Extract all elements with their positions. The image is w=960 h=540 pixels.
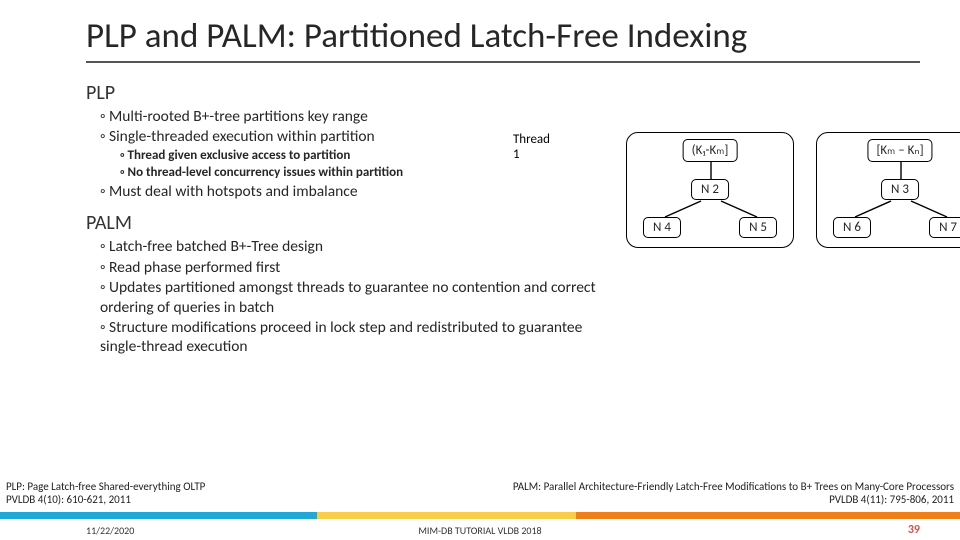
tree-cluster-2: [Kₘ – Kₙ] N 3 N 6 N 7 [816, 132, 960, 248]
cite-plp-l2: PVLDB 4(10): 610-621, 2011 [6, 493, 205, 506]
palm-b3: Updates partitioned amongst threads to g… [100, 278, 606, 317]
tree-diagram: Thread 1 Thread 2 (K₁-Kₘ] N 2 N 4 N 5 [K… [620, 77, 920, 358]
footer-page: 39 [908, 523, 920, 537]
node-n3: N 3 [881, 179, 919, 200]
cite-plp-l1: PLP: Page Latch-free Shared-everything O… [6, 480, 205, 493]
plp-b2b: No thread-level concurrency issues withi… [120, 165, 606, 181]
plp-b1: Multi-rooted B+-tree partitions key rang… [100, 107, 606, 126]
node-n7: N 7 [929, 217, 960, 238]
root-node-2: [Kₘ – Kₙ] [867, 139, 932, 162]
palm-b1: Latch-free batched B+-Tree design [100, 237, 606, 256]
cite-palm-l2: PVLDB 4(11): 795-806, 2011 [513, 493, 954, 506]
palm-b4: Structure modifications proceed in lock … [100, 318, 606, 357]
node-n6: N 6 [833, 217, 871, 238]
cite-palm-l1: PALM: Parallel Architecture-Friendly Lat… [513, 480, 954, 493]
tree-cluster-1: (K₁-Kₘ] N 2 N 4 N 5 [626, 132, 794, 248]
footer-center: MIM-DB TUTORIAL VLDB 2018 [418, 524, 541, 537]
footer-date: 11/22/2020 [86, 524, 134, 537]
palm-b2: Read phase performed first [100, 258, 606, 277]
footer: 11/22/2020 MIM-DB TUTORIAL VLDB 2018 39 [0, 512, 960, 540]
plp-b3: Must deal with hotspots and imbalance [100, 182, 606, 201]
root-node-1: (K₁-Kₘ] [683, 139, 738, 162]
node-n2: N 2 [691, 179, 729, 200]
palm-heading: PALM [86, 211, 606, 235]
content-column: PLP Multi-rooted B+-tree partitions key … [86, 77, 606, 358]
citations: PLP: Page Latch-free Shared-everything O… [6, 480, 954, 506]
node-n5: N 5 [739, 217, 777, 238]
node-n4: N 4 [643, 217, 681, 238]
plp-heading: PLP [86, 81, 606, 105]
thread1-label: Thread 1 [513, 132, 550, 162]
slide-title: PLP and PALM: Partitioned Latch-Free Ind… [86, 18, 920, 63]
